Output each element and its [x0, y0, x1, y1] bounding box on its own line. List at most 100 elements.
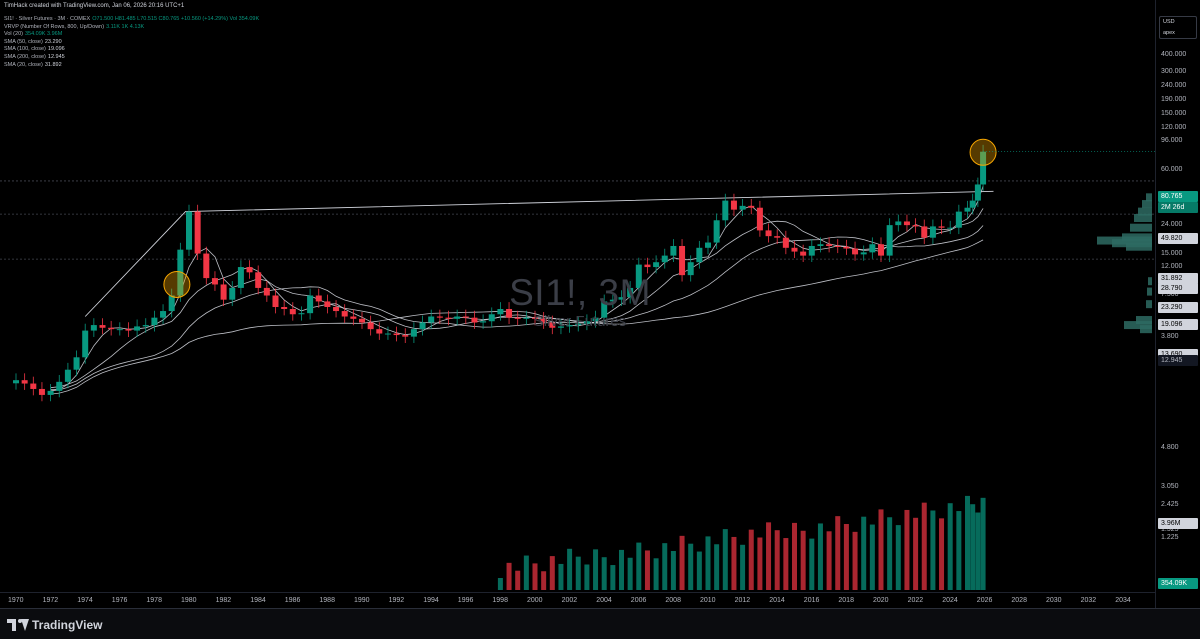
time-tick: 2002 [561, 597, 578, 604]
volume-bar-89 [783, 538, 789, 590]
vrvp-bar-6 [1126, 242, 1152, 251]
candle-106 [929, 226, 936, 238]
candle-63 [557, 326, 564, 328]
candle-42 [376, 329, 383, 334]
candle-61 [540, 318, 547, 323]
candle-76 [670, 245, 677, 256]
candle-71 [627, 287, 634, 298]
volume-bar-79 [696, 551, 702, 590]
price-tick: 3.050 [1161, 483, 1179, 490]
candle-72 [635, 264, 642, 288]
candle-39 [350, 316, 357, 319]
price-chart[interactable] [0, 0, 1155, 608]
candle-69 [609, 299, 616, 302]
vrvp-bar-0 [1124, 321, 1152, 330]
candle-66 [583, 321, 590, 324]
time-tick: 2006 [630, 597, 647, 604]
currency-selector[interactable]: USD apex [1159, 16, 1197, 39]
candle-5 [56, 381, 63, 391]
time-axis[interactable]: 1970 1972 1974 1976 1978 1980 1982 1984 1986 1988… [0, 592, 1155, 608]
time-tick: 1978 [146, 597, 162, 604]
candle-108 [947, 227, 954, 229]
vrvp-bar-11 [1146, 193, 1152, 202]
candle-7 [73, 357, 80, 370]
time-tick: 2012 [734, 597, 751, 604]
legend-row-sma50[interactable]: SMA (50, close) 23.290 [4, 38, 62, 45]
candle-56 [497, 308, 504, 315]
time-tick: 2032 [1080, 597, 1097, 604]
legend-row-sma20[interactable]: SMA (20, close) 31.892 [4, 61, 62, 68]
volume-bar-72 [636, 542, 642, 590]
volume-bar-103 [904, 509, 910, 590]
trendline [84, 190, 994, 317]
price-axis[interactable]: USD apex 400.000 300.000 240.000 190.000 150… [1155, 0, 1200, 608]
candle-75 [661, 255, 668, 263]
candle-84 [739, 205, 746, 210]
volume-bar-67 [593, 549, 599, 590]
volume-bar-69 [610, 565, 616, 590]
countdown-badge: 2M 26d [1158, 202, 1198, 213]
price-badge-sma50: 23.290 [1158, 302, 1198, 313]
candle-74 [653, 262, 660, 268]
candle-85 [748, 205, 755, 208]
volume-bar-99 [869, 524, 875, 590]
volume-bar-110 [965, 495, 970, 590]
time-tick: 2016 [803, 597, 820, 604]
vrvp-bar-2 [1140, 325, 1152, 334]
volume-bar-108 [947, 503, 953, 590]
legend-row-symbol[interactable]: SI1! · Silver Futures · 3M · COMEX O71.50… [4, 16, 260, 22]
candle-73 [644, 264, 651, 268]
legend-row-sma100[interactable]: SMA (100, close) 19.096 [4, 46, 65, 53]
volume-bar-87 [766, 522, 772, 590]
volume-bar-97 [852, 531, 858, 590]
vrvp-bar-5 [1122, 233, 1152, 242]
volume-bar-91 [800, 530, 806, 590]
candle-41 [367, 322, 374, 330]
candle-12 [116, 329, 123, 331]
candle-25 [229, 287, 236, 300]
price-badge-level: 28.790 [1158, 283, 1198, 294]
candle-90 [791, 247, 798, 252]
volume-bar-63 [558, 563, 564, 590]
candle-113 [980, 151, 987, 185]
candle-8 [82, 330, 89, 358]
vrvp-bar-7 [1130, 223, 1152, 232]
candle-87 [765, 230, 772, 237]
candle-91 [800, 251, 807, 256]
chart-area[interactable]: TimHack created with TradingView.com, Ja… [0, 0, 1155, 608]
vrvp-bar-12 [1146, 300, 1152, 309]
candle-68 [601, 301, 608, 318]
volume-bar-73 [644, 550, 650, 590]
symbol-watermark: SI1!, 3M [509, 272, 651, 313]
tradingview-logo[interactable]: TradingView [7, 618, 102, 632]
time-tick: 1998 [492, 597, 508, 604]
candle-26 [237, 267, 244, 288]
candle-46 [410, 329, 417, 337]
volume-bar-106 [930, 510, 936, 590]
legend-row-vrvp[interactable]: VRVP (Number Of Rows, 800, Up/Down) 3.11K… [4, 23, 145, 30]
candle-62 [549, 322, 556, 328]
candle-1 [21, 380, 28, 384]
volume-bar-100 [878, 509, 884, 590]
volume-bar-83 [731, 536, 737, 590]
volume-bar-60 [532, 563, 538, 590]
candle-81 [713, 220, 720, 243]
candle-94 [826, 244, 833, 246]
time-tick: 1992 [388, 597, 405, 604]
volume-bar-90 [792, 522, 797, 590]
price-tick: 12.000 [1161, 263, 1183, 271]
volume-bar-104 [913, 517, 919, 590]
sma50-line [50, 208, 984, 389]
candle-27 [246, 267, 253, 273]
footer: TradingView [0, 608, 1200, 639]
candle-16 [151, 317, 158, 326]
legend-row-sma200[interactable]: SMA (200, close) 12.945 [4, 53, 65, 60]
candle-13 [125, 329, 132, 331]
candle-37 [333, 307, 340, 312]
volume-bar-61 [541, 571, 547, 590]
candle-53 [471, 317, 478, 323]
price-badge-level: 49.820 [1158, 233, 1198, 244]
volume-bar-80 [705, 536, 711, 590]
legend-row-volume[interactable]: Vol (20) 354.09K 3.96M [4, 31, 63, 38]
candle-54 [480, 321, 487, 323]
